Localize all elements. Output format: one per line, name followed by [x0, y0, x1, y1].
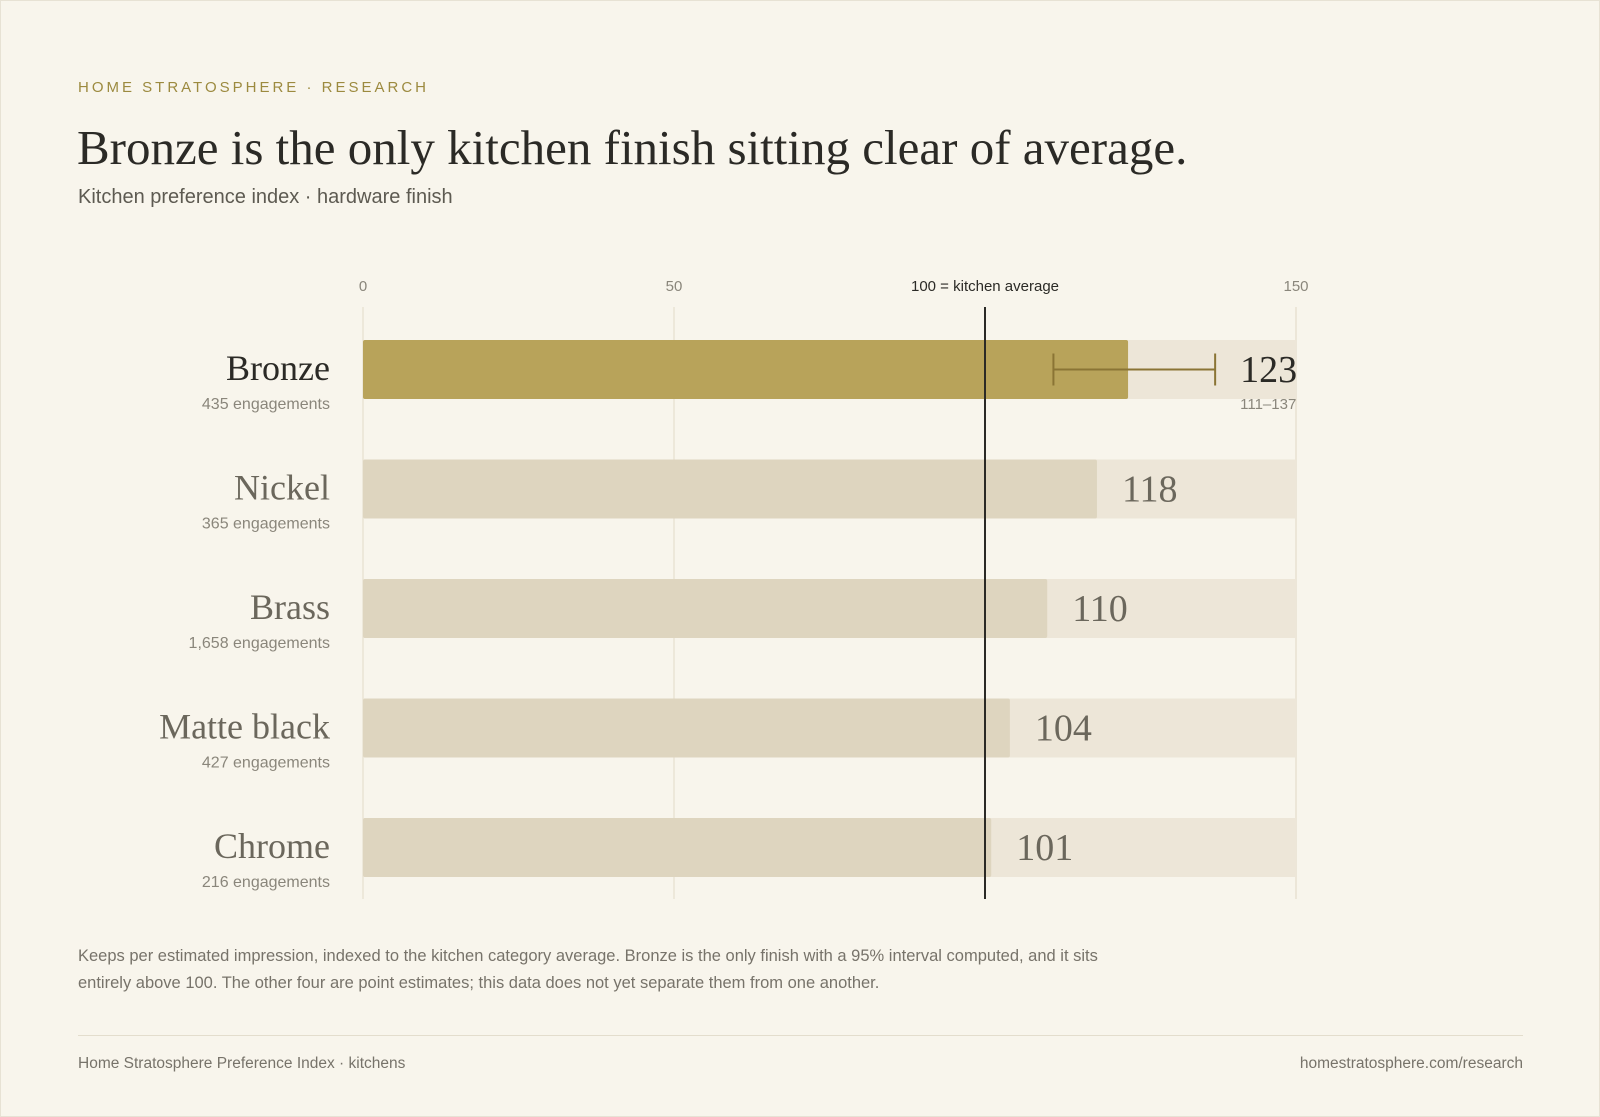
engagement-count-bronze: 435 engagements — [202, 396, 330, 413]
bar-brass — [363, 579, 1048, 638]
footer-url[interactable]: homestratosphere.com/research — [1299, 1055, 1523, 1072]
category-label-matte-black: Matte black — [159, 707, 330, 747]
footer-divider — [78, 1035, 1523, 1036]
engagement-count-brass: 1,658 engagements — [189, 635, 330, 652]
category-label-bronze: Bronze — [226, 348, 330, 388]
x-tick-label-150: 150 — [1283, 278, 1308, 295]
bar-nickel — [363, 459, 1097, 519]
interval-label: 111–137 — [1240, 396, 1296, 413]
chart-title: Bronze is the only kitchen finish sittin… — [77, 120, 1188, 175]
chart-subtitle: Kitchen preference index · hardware fini… — [78, 186, 453, 208]
value-label-bronze: 123 — [1240, 349, 1297, 391]
value-label-brass: 110 — [1072, 588, 1128, 630]
x-tick-label-50: 50 — [666, 278, 683, 295]
bar-matte-black — [363, 698, 1010, 758]
bar-bronze — [363, 340, 1129, 399]
category-label-brass: Brass — [250, 587, 330, 627]
bar-chrome — [363, 818, 992, 877]
value-label-chrome: 101 — [1016, 827, 1073, 869]
methodology-note: Keeps per estimated impression, indexed … — [78, 947, 1098, 992]
x-tick-label-0: 0 — [359, 278, 367, 295]
footer-source: Home Stratosphere Preference Index · kit… — [78, 1055, 406, 1072]
engagement-count-nickel: 365 engagements — [202, 516, 330, 533]
reference-line-label: 100 = kitchen average — [911, 278, 1059, 295]
category-label-chrome: Chrome — [214, 826, 330, 866]
value-label-nickel: 118 — [1122, 469, 1178, 511]
bar-chart: 0 50 150 100 = kitchen average Bronze 435 eng… — [159, 278, 1309, 899]
eyebrow-label: HOME STRATOSPHERE · RESEARCH — [78, 79, 429, 96]
category-label-nickel: Nickel — [234, 468, 330, 508]
engagement-count-matte-black: 427 engagements — [202, 755, 330, 772]
value-label-matte-black: 104 — [1035, 708, 1092, 750]
engagement-count-chrome: 216 engagements — [202, 874, 330, 891]
